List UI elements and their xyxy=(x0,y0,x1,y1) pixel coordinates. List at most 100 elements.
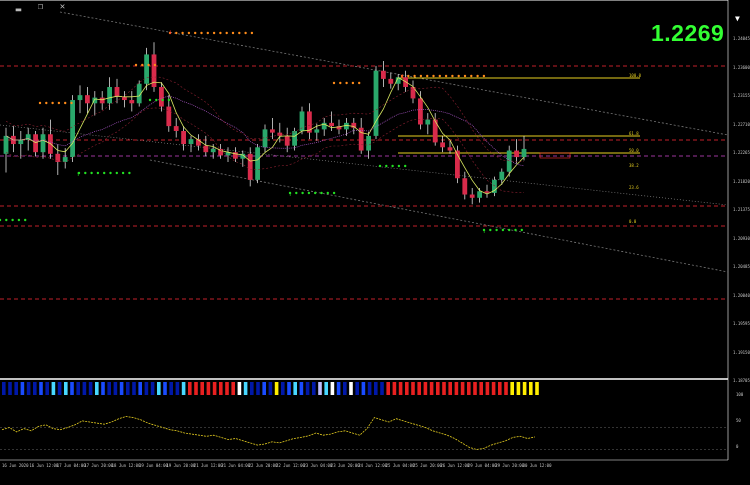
candle-body xyxy=(358,127,364,151)
candle-body xyxy=(270,129,275,133)
resistance-dot xyxy=(244,31,247,35)
resistance-dot xyxy=(38,101,42,105)
time-axis-label: 19 Jun 04:00 xyxy=(139,463,168,468)
strength-bar xyxy=(101,382,105,395)
close-button[interactable]: ✕ xyxy=(59,2,66,12)
strength-bar xyxy=(398,382,403,395)
candle-body xyxy=(136,83,142,104)
strength-bar xyxy=(436,382,440,395)
time-axis-label: 16 Jun 2020 xyxy=(2,463,29,468)
candle-body xyxy=(277,132,283,136)
strength-bar xyxy=(473,382,477,395)
strength-bar xyxy=(243,382,248,395)
strength-bar xyxy=(380,382,384,395)
strength-bar xyxy=(107,382,111,395)
strength-bar xyxy=(250,382,254,395)
resistance-dot xyxy=(400,74,404,78)
minimize-button[interactable]: ▂ xyxy=(15,2,22,12)
price-axis-label: 1.21375 xyxy=(733,207,750,212)
candle-body xyxy=(366,135,371,151)
time-axis-label: 17 Jun 20:00 xyxy=(84,463,114,468)
price-axis-label: 1.20040 xyxy=(733,292,750,298)
trendline-mid xyxy=(0,124,729,206)
strength-bar xyxy=(287,382,291,395)
support-dot xyxy=(115,171,119,175)
candle-body xyxy=(218,148,223,156)
strength-bar xyxy=(163,382,167,395)
time-axis-label: 30 Jun 12:00 xyxy=(522,463,552,468)
oscillator-axis-label: 0 xyxy=(736,444,739,449)
buy-arrow-marker: ↑ xyxy=(288,190,292,198)
strength-bar xyxy=(138,382,142,395)
candle-body xyxy=(70,100,75,158)
strength-bar xyxy=(392,382,397,395)
support-dot xyxy=(326,191,329,195)
candle-body xyxy=(514,150,519,158)
candle-body xyxy=(107,87,112,104)
resistance-dot xyxy=(231,31,235,35)
candle-body xyxy=(240,153,246,159)
support-dot xyxy=(90,171,93,175)
candle-body xyxy=(62,157,68,162)
time-axis-label: 22 Jun 20:00 xyxy=(248,463,278,468)
strength-bar xyxy=(349,382,353,395)
candle-body xyxy=(25,134,31,140)
time-axis-label: 25 Jun 04:00 xyxy=(385,463,415,468)
strength-bar xyxy=(293,382,297,395)
time-axis-label: 22 Jun 12:00 xyxy=(276,463,305,468)
strength-bar xyxy=(281,382,285,395)
candle-body xyxy=(440,142,445,148)
resistance-dot xyxy=(194,31,197,35)
strength-bar xyxy=(498,382,502,395)
candle-body xyxy=(247,153,253,180)
strength-bar xyxy=(157,382,161,395)
resistance-dot xyxy=(250,31,254,35)
restore-button[interactable]: ❐ xyxy=(37,2,44,12)
candle-body xyxy=(196,139,201,146)
strength-bar xyxy=(343,382,347,395)
candle-body xyxy=(484,191,490,193)
time-axis-label: 21 Jun 04:00 xyxy=(221,463,251,468)
strength-bar xyxy=(231,382,235,395)
chevron-down-icon[interactable]: ▼ xyxy=(735,14,740,23)
resistance-dot xyxy=(168,31,172,35)
strength-bar xyxy=(51,382,56,395)
strength-bar xyxy=(510,382,514,395)
resistance-dot xyxy=(219,31,222,35)
time-axis-label: 16 Jun 12:00 xyxy=(29,463,59,468)
resistance-dot xyxy=(339,81,342,85)
strength-bar xyxy=(169,382,173,395)
support-dot xyxy=(501,228,505,232)
resistance-dot xyxy=(147,63,150,67)
candle-body xyxy=(203,145,209,153)
strength-bar xyxy=(411,382,415,395)
time-axis-label: 18 Jun 12:00 xyxy=(111,463,141,468)
envelope-lower xyxy=(5,107,525,194)
support-dot xyxy=(11,218,14,222)
candle-body xyxy=(299,111,305,131)
resistance-dot xyxy=(463,74,467,78)
sell-arrow-marker: ↓ xyxy=(168,28,172,36)
candle-body xyxy=(99,97,105,104)
candle-body xyxy=(506,150,512,172)
candle-body xyxy=(85,95,90,104)
time-axis-label: 29 Jun 04:00 xyxy=(467,463,497,468)
strength-bar xyxy=(194,382,198,395)
support-dot xyxy=(109,171,112,175)
resistance-dot xyxy=(206,31,209,35)
strength-bar xyxy=(175,382,180,395)
resistance-dot xyxy=(451,74,454,78)
resistance-dot xyxy=(470,74,473,78)
resistance-dot xyxy=(426,74,429,78)
time-axis-label: 19 Jun 20:00 xyxy=(166,463,196,468)
trendline-upper xyxy=(59,11,729,136)
support-dot xyxy=(5,218,8,222)
strength-bar xyxy=(132,382,136,395)
candle-body xyxy=(307,111,312,133)
moving-average-fast xyxy=(5,77,525,195)
price-tag-box xyxy=(539,152,571,159)
strength-bar xyxy=(460,382,465,395)
current-price-label: 1.2269 xyxy=(651,20,725,46)
